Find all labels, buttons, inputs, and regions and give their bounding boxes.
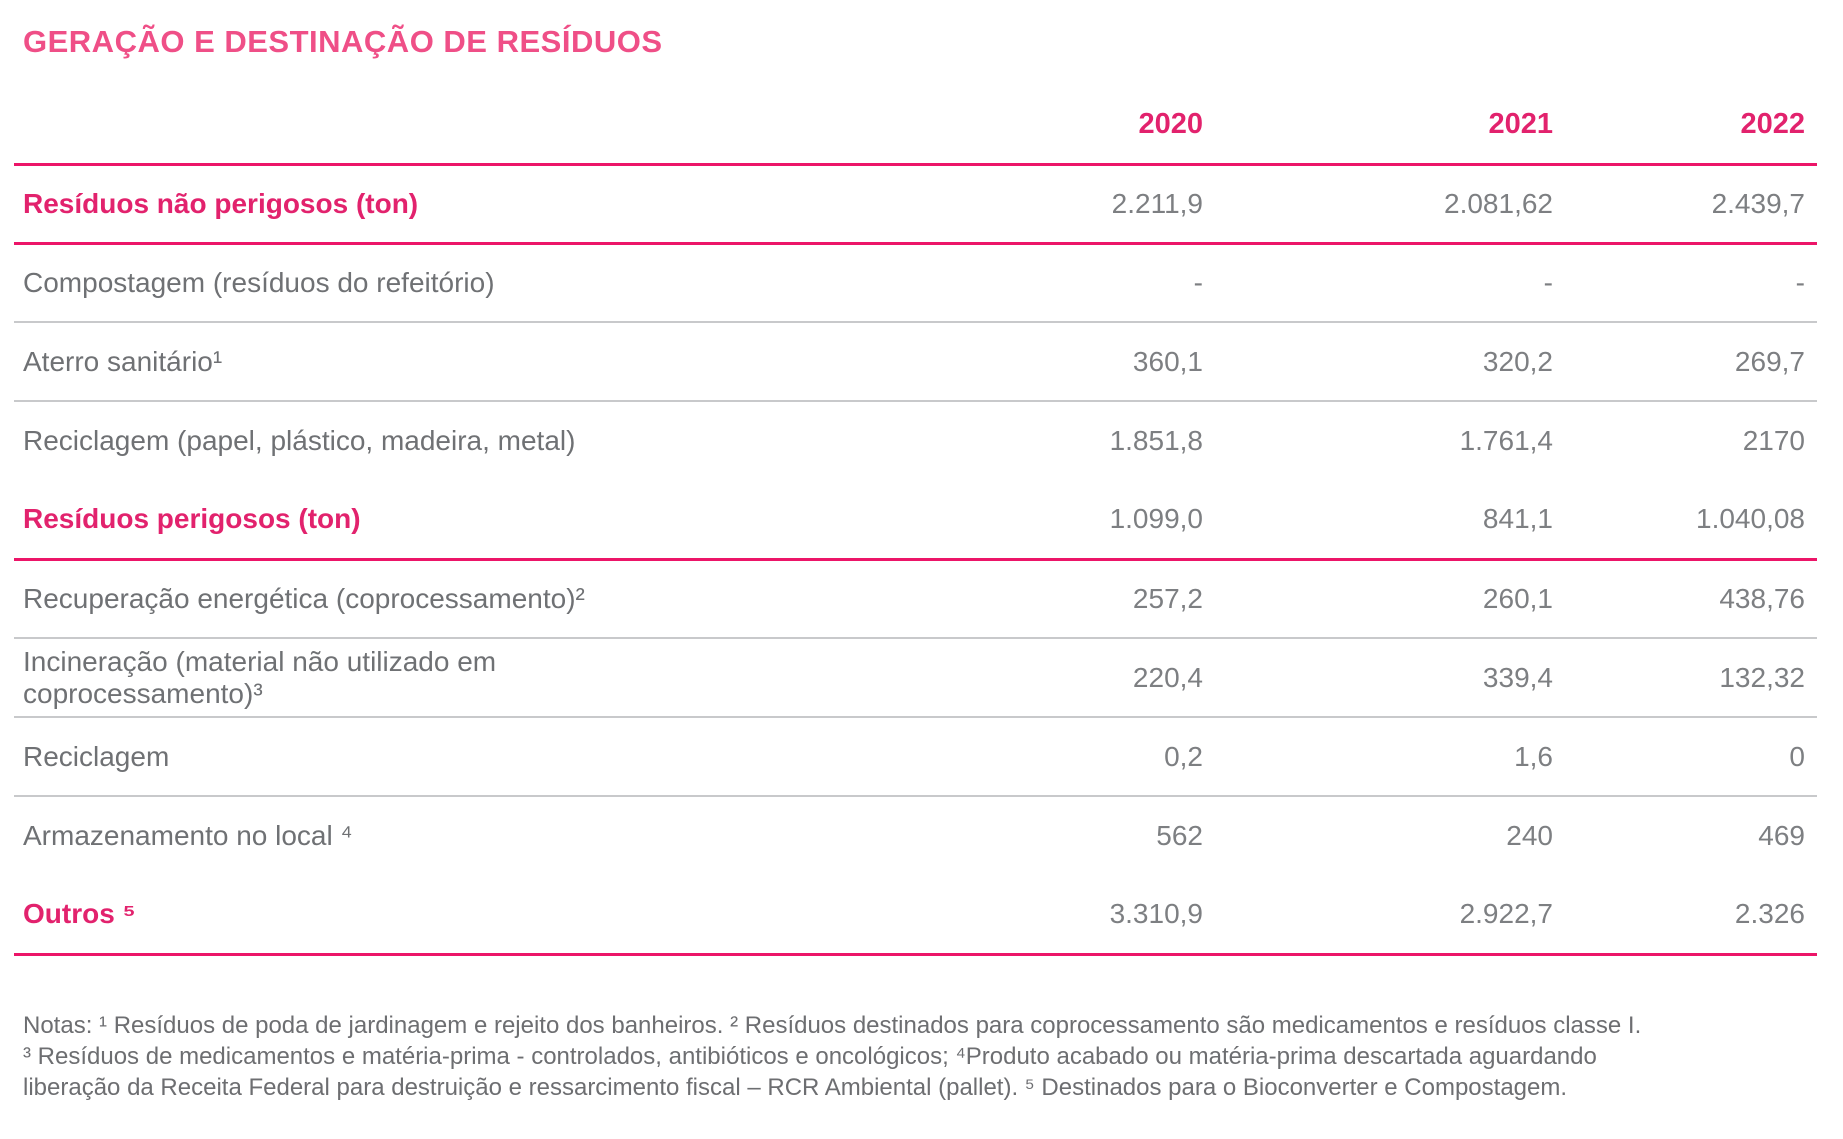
row-label: Resíduos não perigosos (ton)	[14, 164, 714, 245]
table-row: Armazenamento no local ⁴ 562 240 469	[14, 796, 1817, 875]
value-2021: 320,2	[1203, 322, 1553, 402]
table-row: Recuperação energética (coprocessamento)…	[14, 559, 1817, 639]
row-label: Reciclagem	[14, 717, 714, 797]
value-2022: 2170	[1742, 425, 1805, 456]
year-header-2021: 2021	[1203, 86, 1553, 166]
header-spacer	[14, 86, 714, 166]
value-2020: 562	[1156, 820, 1203, 851]
table-row: Reciclagem 0,2 1,6 0	[14, 717, 1817, 797]
value-2021: 260,1	[1203, 559, 1553, 639]
value-2020: 0,2	[714, 717, 1203, 797]
value-2020: 220,4	[714, 638, 1203, 718]
table-row: Outros ⁵ 3.310,9 2.922,7 2.326	[14, 875, 1817, 956]
value-2022: 2.326	[1553, 875, 1817, 956]
value-2020: 1.851,8	[1109, 425, 1203, 456]
value-2020: 1.099,0	[714, 480, 1203, 561]
row-label: Incineração (material não utilizado em c…	[14, 638, 714, 718]
value-2021: 2.081,62	[1203, 164, 1553, 245]
table-row: Incineração (material não utilizado em c…	[14, 638, 1817, 718]
year-header-2020: 2020	[714, 86, 1203, 166]
value-2020: 2.211,9	[714, 164, 1203, 245]
row-label: Outros ⁵	[14, 875, 714, 956]
value-2020: 360,1	[714, 322, 1203, 402]
value-2021: 1,6	[1203, 717, 1553, 797]
value-2021: 240	[1506, 820, 1553, 851]
row-label: Recuperação energética (coprocessamento)…	[14, 559, 714, 639]
table-row: Compostagem (resíduos do refeitório) - - -	[14, 243, 1817, 323]
row-label: Compostagem (resíduos do refeitório)	[14, 243, 714, 323]
row-label: Aterro sanitário¹	[14, 322, 714, 402]
value-2020: -	[714, 243, 1203, 323]
page-title: GERAÇÃO E DESTINAÇÃO DE RESÍDUOS	[23, 24, 663, 59]
notes-line-2: ³ Resíduos de medicamentos e matéria-pri…	[23, 1042, 1597, 1070]
value-2022: 469	[1758, 820, 1805, 851]
value-2020: 257,2	[714, 559, 1203, 639]
notes-line-1: Notas: ¹ Resíduos de poda de jardinagem …	[23, 1011, 1642, 1039]
table-row: Resíduos não perigosos (ton) 2.211,9 2.081…	[14, 164, 1817, 245]
notes-line-3: liberação da Receita Federal para destru…	[23, 1073, 1568, 1101]
row-label: Resíduos perigosos (ton)	[14, 480, 714, 561]
table-row: Resíduos perigosos (ton) 1.099,0 841,1 1.04…	[14, 480, 1817, 561]
value-2022: 2.439,7	[1553, 164, 1817, 245]
notes: Notas: ¹ Resíduos de poda de jardinagem …	[23, 1010, 1843, 1103]
table-row: Aterro sanitário¹ 360,1 320,2 269,7	[14, 322, 1817, 402]
value-2021: 339,4	[1203, 638, 1553, 718]
year-header-row: 2020 2021 2022	[14, 86, 1817, 166]
row-label: Armazenamento no local ⁴	[23, 820, 353, 851]
value-2021: -	[1203, 243, 1553, 323]
year-header-2022: 2022	[1553, 86, 1817, 166]
value-2021: 2.922,7	[1203, 875, 1553, 956]
value-2021: 1.761,4	[1459, 425, 1553, 456]
value-2022: 438,76	[1553, 559, 1817, 639]
value-2022: -	[1553, 243, 1817, 323]
report-page: GERAÇÃO E DESTINAÇÃO DE RESÍDUOS 2020 20…	[14, 24, 1843, 1103]
value-2022: 1.040,08	[1553, 480, 1817, 561]
waste-table: 2020 2021 2022 Resíduos não perigosos (t…	[14, 86, 1817, 956]
value-2021: 841,1	[1203, 480, 1553, 561]
row-label: Reciclagem (papel, plástico, madeira, me…	[23, 425, 576, 456]
value-2020: 3.310,9	[714, 875, 1203, 956]
value-2022: 0	[1553, 717, 1817, 797]
table-row: Reciclagem (papel, plástico, madeira, me…	[14, 401, 1817, 480]
value-2022: 132,32	[1553, 638, 1817, 718]
value-2022: 269,7	[1553, 322, 1817, 402]
